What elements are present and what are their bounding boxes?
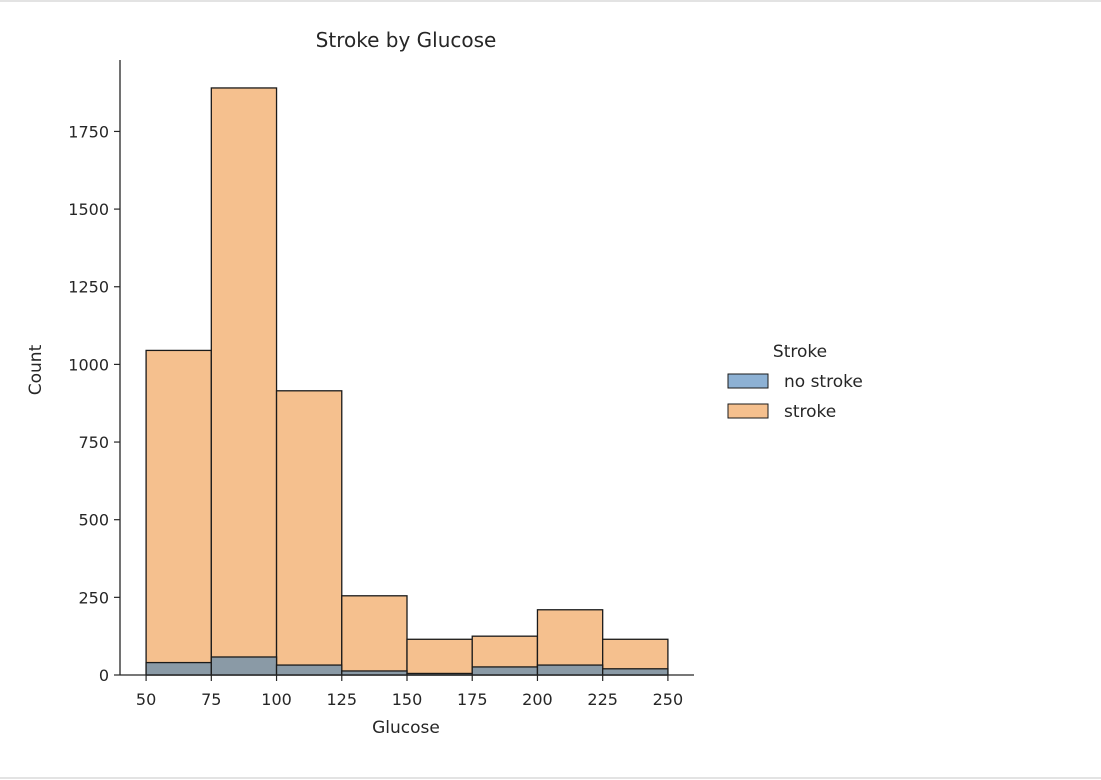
x-tick-label-150: 150: [392, 690, 423, 709]
bottom-border: [0, 777, 1101, 779]
x-tick-label-75: 75: [201, 690, 221, 709]
bar-no-stroke-175-200: [471, 666, 539, 676]
bar-stroke-125-150: [341, 595, 408, 676]
legend-label-no-stroke: no stroke: [784, 372, 863, 392]
x-tick-label-225: 225: [587, 690, 618, 709]
top-border: [0, 0, 1101, 2]
bars-layer: [145, 87, 669, 676]
x-tick-label-50: 50: [136, 690, 156, 709]
y-tick-label-250: 250: [78, 588, 109, 607]
bar-no-stroke-100-125: [275, 664, 343, 676]
y-axis-title: Count: [26, 344, 46, 395]
y-tick-label-1750: 1750: [68, 122, 109, 141]
x-tick-label-100: 100: [261, 690, 292, 709]
x-tick-label-200: 200: [522, 690, 553, 709]
bar-no-stroke-200-225: [536, 664, 604, 676]
bar-stroke-150-175: [406, 638, 473, 676]
axes-layer: 50 75 100 125 150 175 200 225 250 0 250 500 750 1000 1…: [68, 60, 694, 709]
chart-title: Stroke by Glucose: [316, 28, 497, 52]
x-axis-title: Glucose: [372, 718, 440, 738]
bar-stroke-75-100: [210, 87, 278, 676]
legend-swatch-no-stroke: [727, 373, 769, 389]
legend-title: Stroke: [773, 342, 827, 362]
y-tick-label-500: 500: [78, 511, 109, 530]
legend: Stroke no stroke stroke: [727, 342, 863, 422]
bar-no-stroke-225-250: [602, 668, 669, 676]
bar-no-stroke-50-75: [145, 661, 212, 676]
bar-no-stroke-75-100: [210, 656, 278, 676]
y-tick-label-1500: 1500: [68, 200, 109, 219]
legend-label-stroke: stroke: [784, 402, 836, 422]
bar-stroke-200-225: [536, 609, 604, 676]
y-tick-label-1250: 1250: [68, 278, 109, 297]
bar-stroke-50-75: [145, 349, 212, 676]
y-tick-label-750: 750: [78, 433, 109, 452]
legend-swatch-stroke: [727, 403, 769, 419]
y-tick-label-1000: 1000: [68, 355, 109, 374]
x-tick-label-175: 175: [457, 690, 488, 709]
bar-stroke-100-125: [275, 390, 343, 676]
x-tick-label-125: 125: [326, 690, 357, 709]
y-tick-label-0: 0: [99, 666, 109, 685]
x-tick-label-250: 250: [653, 690, 684, 709]
